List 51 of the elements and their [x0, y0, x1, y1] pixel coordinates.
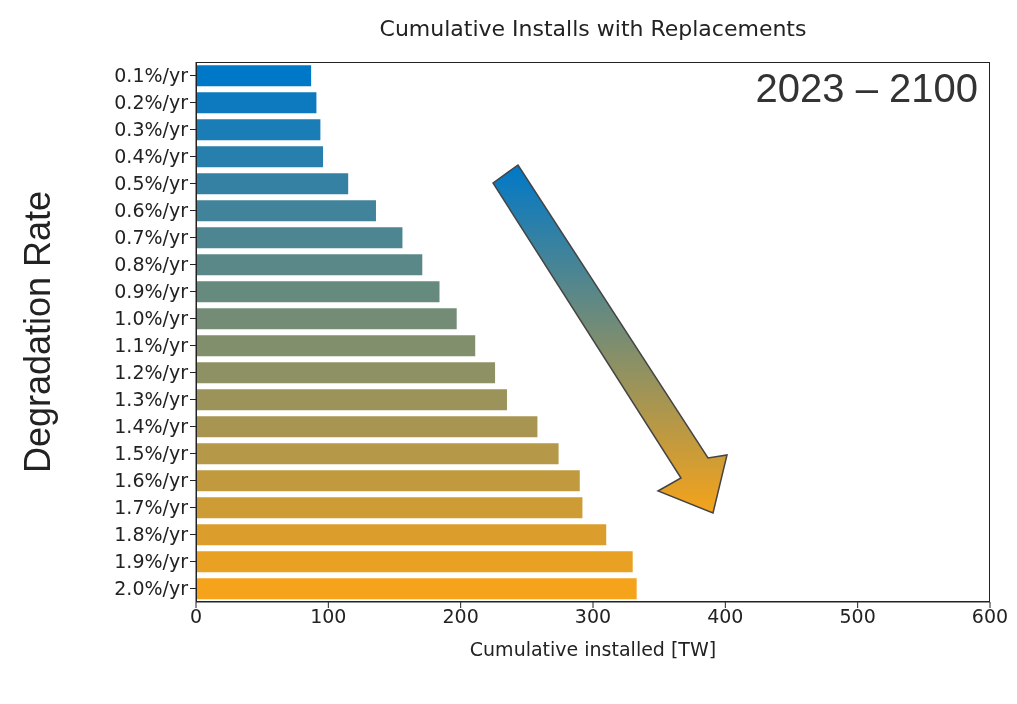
- y-tick-label: 0.5%/yr: [114, 172, 189, 195]
- y-tick-label: 1.2%/yr: [114, 361, 189, 384]
- bar: [196, 578, 637, 600]
- y-tick-label: 1.3%/yr: [114, 388, 189, 411]
- y-tick-label: 0.2%/yr: [114, 91, 189, 114]
- y-tick-label: 1.1%/yr: [114, 334, 189, 357]
- x-tick-label: 400: [707, 605, 744, 628]
- y-tick-label: 0.6%/yr: [114, 199, 189, 222]
- bar: [196, 389, 507, 411]
- y-tick-label: 0.3%/yr: [114, 118, 189, 141]
- bar: [196, 443, 559, 465]
- bar: [196, 65, 312, 87]
- y-tick-label: 0.4%/yr: [114, 145, 189, 168]
- y-tick-label: 1.0%/yr: [114, 307, 189, 330]
- x-tick-label: 600: [971, 605, 1009, 628]
- bar: [196, 497, 583, 519]
- bar: [196, 92, 317, 114]
- y-tick-label: 1.8%/yr: [114, 523, 189, 546]
- bar: [196, 362, 496, 384]
- y-tick-label: 0.8%/yr: [114, 253, 189, 276]
- annotation: 2023 – 2100: [755, 66, 978, 111]
- bar: [196, 308, 457, 330]
- y-tick-label: 1.5%/yr: [114, 442, 189, 465]
- y-tick-label: 1.9%/yr: [114, 550, 189, 573]
- bar: [196, 524, 607, 546]
- y-tick-label: 0.9%/yr: [114, 280, 189, 303]
- bar: [196, 335, 476, 357]
- bar: [196, 281, 440, 303]
- y-tick-label: 0.7%/yr: [114, 226, 189, 249]
- y-tick-label: 2.0%/yr: [114, 577, 189, 600]
- x-tick-label: 300: [574, 605, 612, 628]
- bar: [196, 551, 633, 573]
- bar: [196, 227, 403, 249]
- y-axis-title: Degradation Rate: [17, 190, 59, 474]
- bar: [196, 146, 324, 168]
- y-tick-label: 0.1%/yr: [114, 64, 189, 87]
- bar: [196, 254, 423, 276]
- x-tick-label: 500: [839, 605, 876, 628]
- y-tick-label: 1.6%/yr: [114, 469, 189, 492]
- x-tick-label: 200: [442, 605, 479, 628]
- x-tick-label: 0: [189, 605, 203, 628]
- bar: [196, 416, 538, 438]
- bar: [196, 119, 321, 141]
- bar: [196, 470, 580, 492]
- x-tick-label: 100: [310, 605, 347, 628]
- y-tick-label: 1.7%/yr: [114, 496, 189, 519]
- bar: [196, 173, 349, 195]
- x-axis-title: Cumulative installed [TW]: [468, 638, 718, 660]
- bar: [196, 200, 376, 222]
- chart-title: Cumulative Installs with Replacements: [378, 16, 808, 41]
- y-tick-label: 1.4%/yr: [114, 415, 189, 438]
